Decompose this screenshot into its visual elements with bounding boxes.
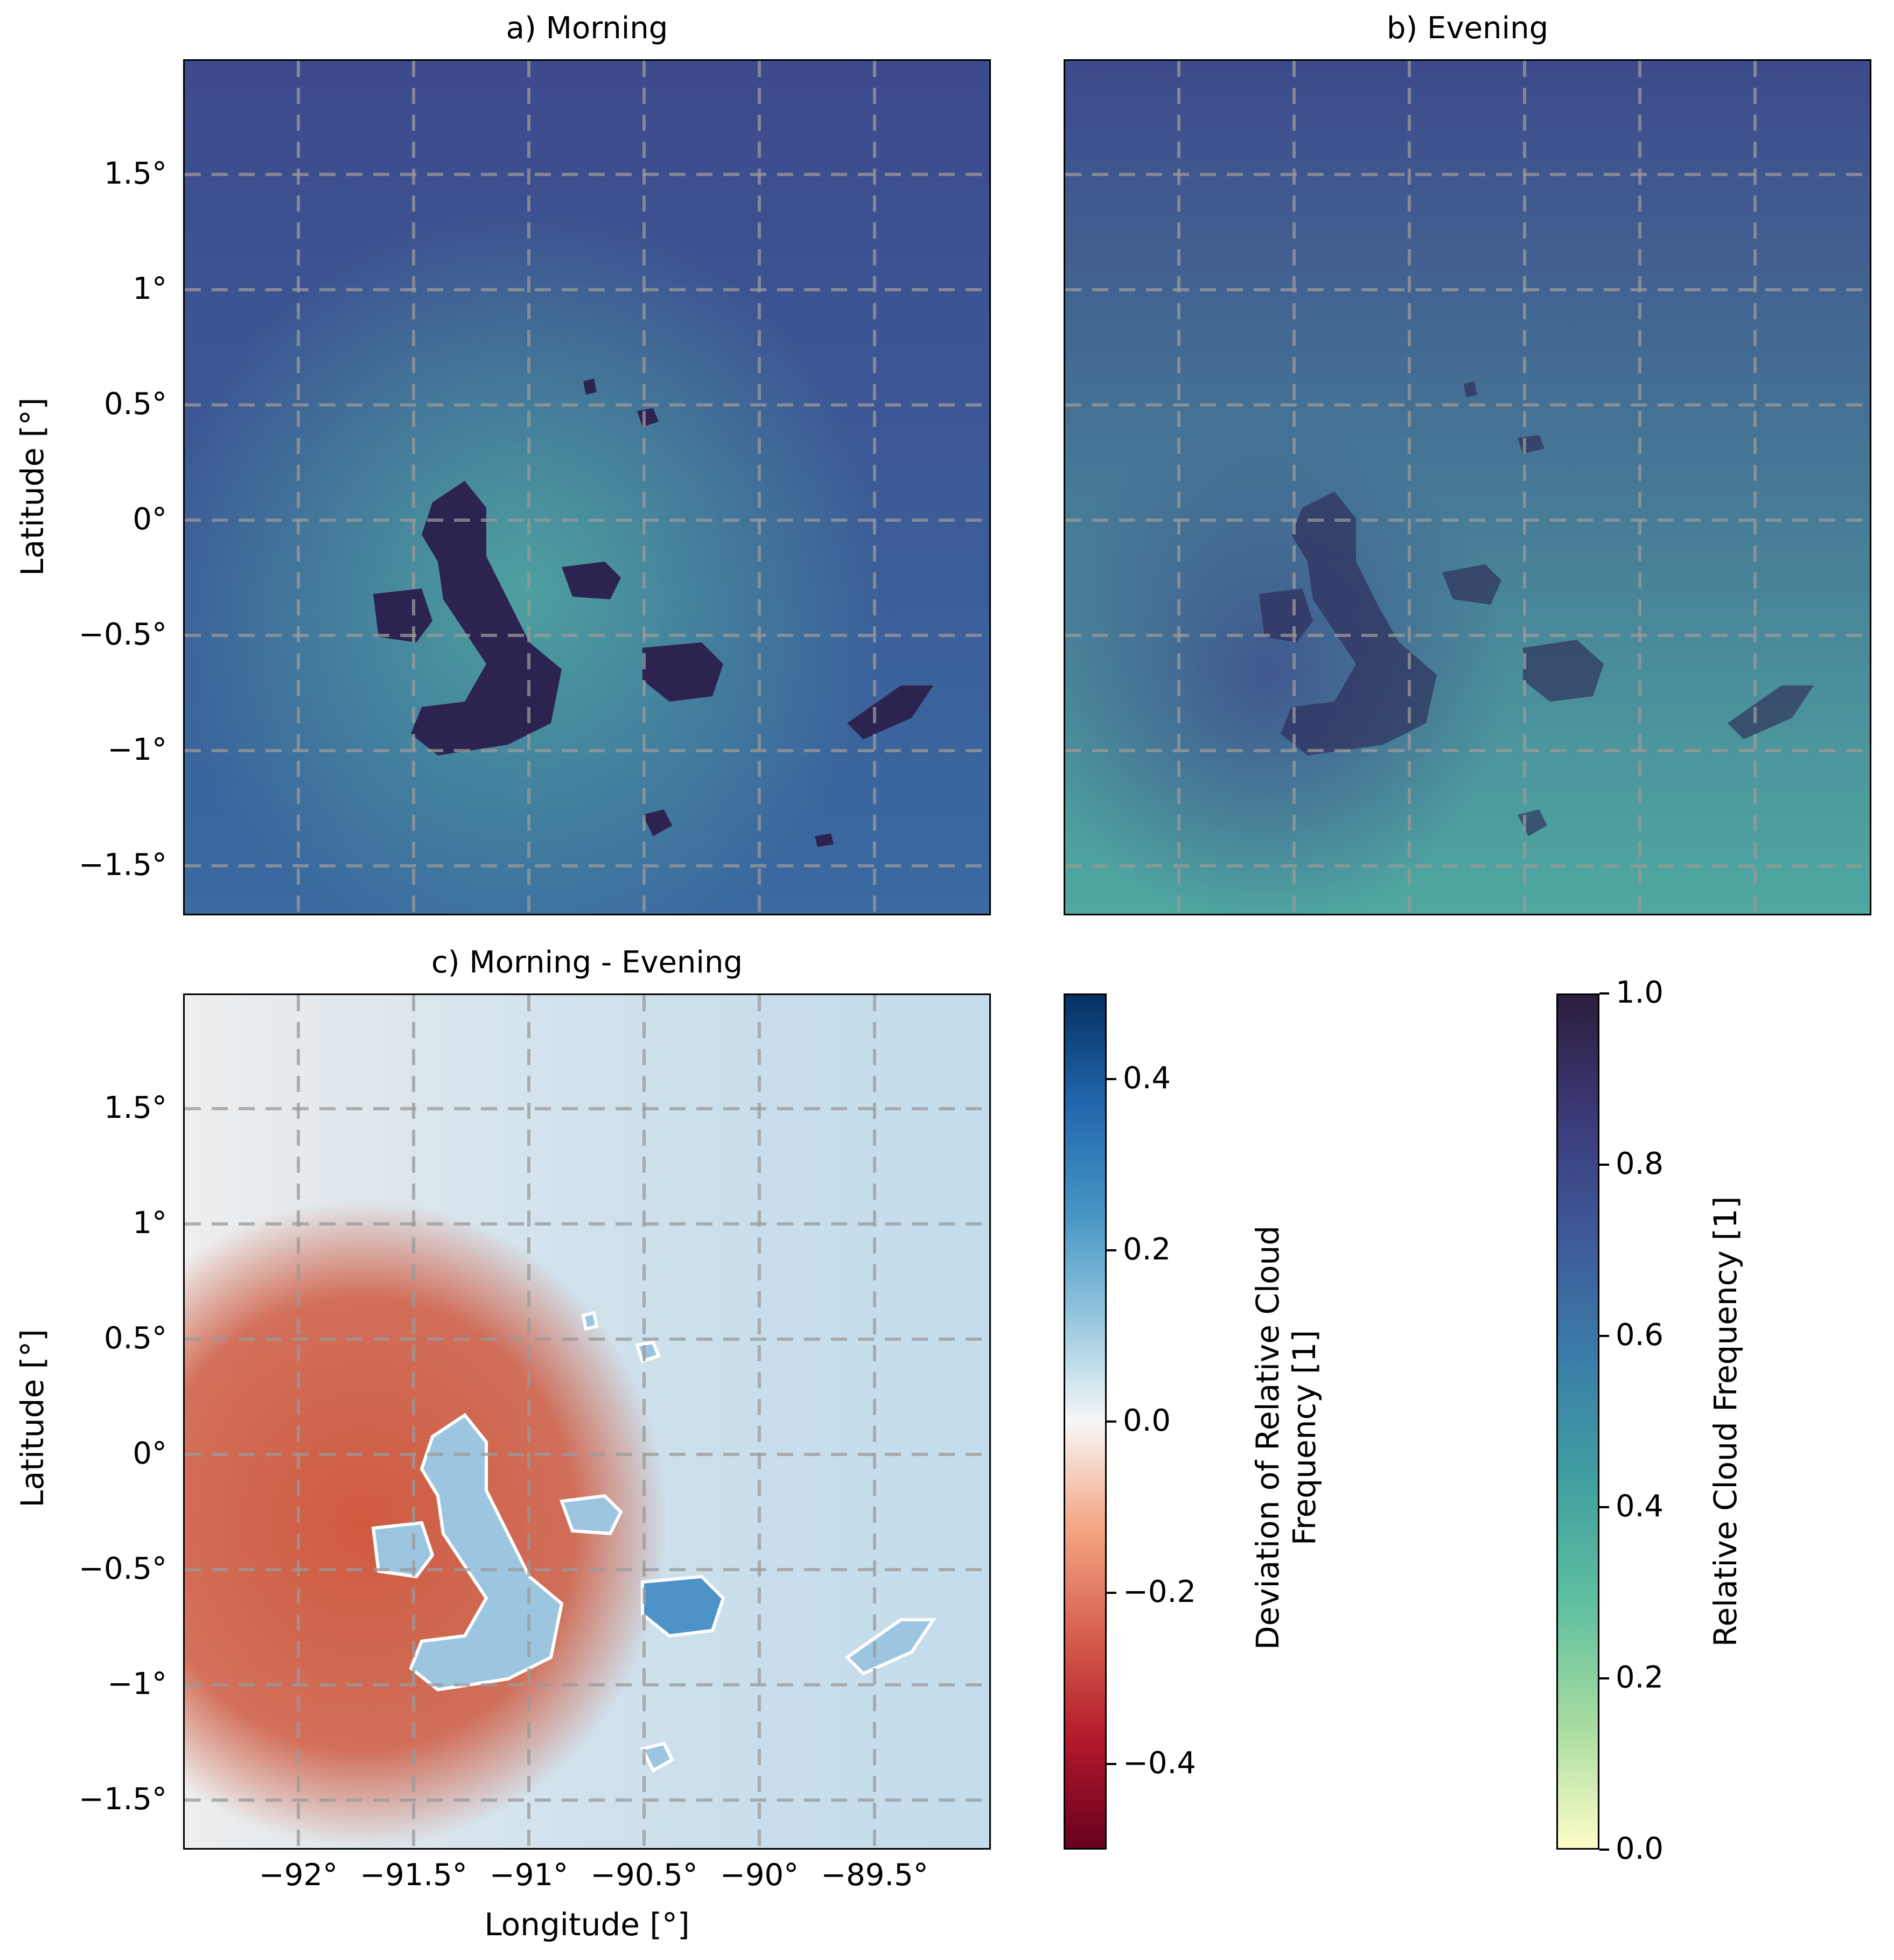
- frequency-colorbar-label: Relative Cloud Frequency [1]: [1707, 1196, 1744, 1647]
- lon-tick: −90.5°: [590, 1858, 698, 1893]
- deviation-tick-mark: [1107, 1249, 1116, 1251]
- bottom-lat-tick: 1°: [132, 1206, 167, 1241]
- island-santiago: [559, 1494, 623, 1536]
- morning-gridlines: [185, 61, 989, 914]
- bottom-lat-tick: 1.5°: [103, 1090, 167, 1125]
- island-fernandina: [371, 1521, 435, 1579]
- difference-red-region: [185, 995, 989, 1848]
- island-floreana: [640, 1741, 674, 1773]
- bottom-lat-tick: 0°: [132, 1436, 167, 1471]
- island-marchena: [635, 1340, 661, 1363]
- frequency-tick-mark: [1599, 1849, 1609, 1851]
- island-san-cristobal: [847, 685, 933, 739]
- island-espanola: [815, 834, 834, 847]
- island-pinta: [583, 379, 597, 395]
- island-san-cristobal: [1728, 685, 1814, 739]
- lon-tick: −90°: [719, 1858, 799, 1893]
- evening-islands: [1259, 381, 1814, 836]
- deviation-tick-label: 0.4: [1123, 1061, 1171, 1096]
- frequency-tick-mark: [1599, 1677, 1609, 1679]
- island-san-cristobal: [844, 1618, 936, 1676]
- evening-map: [1064, 59, 1871, 915]
- top-lat-tick: 0.5°: [103, 387, 167, 422]
- frequency-tick-label: 0.6: [1616, 1318, 1664, 1353]
- frequency-tick-label: 0.8: [1616, 1146, 1664, 1181]
- deviation-tick-mark: [1107, 1592, 1116, 1594]
- deviation-tick-mark: [1107, 1078, 1116, 1080]
- deviation-colorbar-label: Deviation of Relative Cloud Frequency [1…: [1249, 1195, 1325, 1680]
- top-lat-tick: −1.5°: [79, 848, 167, 883]
- island-isabela: [409, 1412, 564, 1692]
- deviation-colorbar: [1064, 993, 1107, 1850]
- panel-b-title: b) Evening: [1386, 11, 1549, 46]
- deviation-tick-mark: [1107, 1420, 1116, 1423]
- deviation-tick-label: 0.0: [1123, 1403, 1171, 1438]
- lon-tick: −91°: [489, 1858, 569, 1893]
- evening-gridlines: [1065, 61, 1870, 914]
- morning-glow: [185, 61, 989, 914]
- top-lat-tick: 1°: [132, 271, 167, 306]
- deviation-tick-label: 0.2: [1123, 1232, 1171, 1267]
- deviation-tick-label: −0.2: [1123, 1574, 1196, 1609]
- deviation-label-line1: Deviation of Relative Cloud: [1249, 1225, 1286, 1650]
- lon-tick: −92°: [258, 1858, 338, 1893]
- deviation-tick-label: −0.4: [1123, 1746, 1196, 1781]
- morning-islands: [373, 379, 933, 847]
- island-floreana: [642, 809, 672, 836]
- bottom-lat-tick: −0.5°: [79, 1551, 167, 1586]
- deviation-tick-mark: [1107, 1763, 1116, 1765]
- frequency-colorbar: [1556, 993, 1599, 1850]
- top-lat-tick: −0.5°: [79, 617, 167, 652]
- island-santiago: [1442, 564, 1501, 605]
- morning-map: [183, 59, 991, 915]
- frequency-tick-label: 1.0: [1616, 975, 1664, 1010]
- panel-a-title: a) Morning: [506, 11, 668, 46]
- island-santa-cruz: [1523, 640, 1604, 702]
- difference-islands: [371, 1311, 936, 1773]
- island-fernandina: [1259, 589, 1313, 642]
- frequency-tick-mark: [1599, 992, 1609, 995]
- frequency-tick-mark: [1599, 1164, 1609, 1166]
- frequency-tick-label: 0.0: [1616, 1831, 1664, 1866]
- island-santiago: [562, 562, 621, 599]
- bottom-lat-tick: −1.5°: [79, 1782, 167, 1817]
- top-lat-tick: −1°: [107, 732, 167, 767]
- panel-c-title: c) Morning - Evening: [431, 945, 743, 980]
- difference-map: [183, 993, 991, 1850]
- island-fernandina: [373, 589, 432, 642]
- island-pinta: [1464, 381, 1477, 397]
- xlabel: Longitude [°]: [484, 1906, 690, 1943]
- top-lat-tick: 1.5°: [103, 156, 167, 191]
- lon-tick: −91.5°: [360, 1858, 467, 1893]
- evening-dark-region: [1065, 61, 1870, 914]
- difference-gridlines: [185, 995, 989, 1848]
- frequency-tick-label: 0.2: [1616, 1660, 1664, 1695]
- frequency-tick-mark: [1599, 1506, 1609, 1508]
- frequency-tick-mark: [1599, 1335, 1609, 1337]
- bottom-lat-tick: 0.5°: [103, 1321, 167, 1356]
- island-santa-cruz: [642, 642, 723, 702]
- top-lat-tick: 0°: [132, 502, 167, 537]
- island-isabela: [1281, 492, 1437, 755]
- bottom-lat-tick: −1°: [107, 1667, 167, 1702]
- deviation-label-line2: Frequency [1]: [1286, 1329, 1323, 1546]
- island-pinta: [581, 1311, 599, 1331]
- lon-tick: −89.5°: [821, 1858, 928, 1893]
- frequency-tick-label: 0.4: [1616, 1489, 1664, 1524]
- island-isabela: [411, 481, 562, 755]
